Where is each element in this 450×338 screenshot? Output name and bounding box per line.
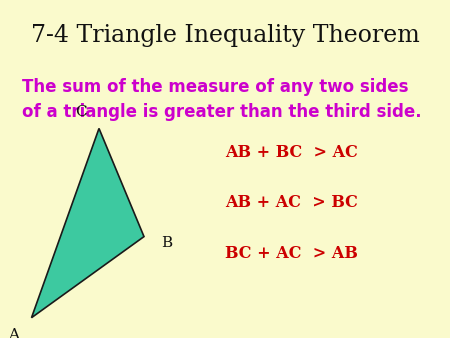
Text: AB + AC  > BC: AB + AC > BC xyxy=(225,194,358,211)
Text: AB + BC  > AC: AB + BC > AC xyxy=(225,144,358,161)
Text: 7-4 Triangle Inequality Theorem: 7-4 Triangle Inequality Theorem xyxy=(31,24,419,47)
Text: C: C xyxy=(75,104,87,119)
Text: The sum of the measure of any two sides
of a triangle is greater than the third : The sum of the measure of any two sides … xyxy=(22,78,422,121)
Text: BC + AC  > AB: BC + AC > AB xyxy=(225,245,358,262)
Polygon shape xyxy=(32,128,144,318)
Text: A: A xyxy=(8,328,19,338)
Text: B: B xyxy=(161,236,172,250)
